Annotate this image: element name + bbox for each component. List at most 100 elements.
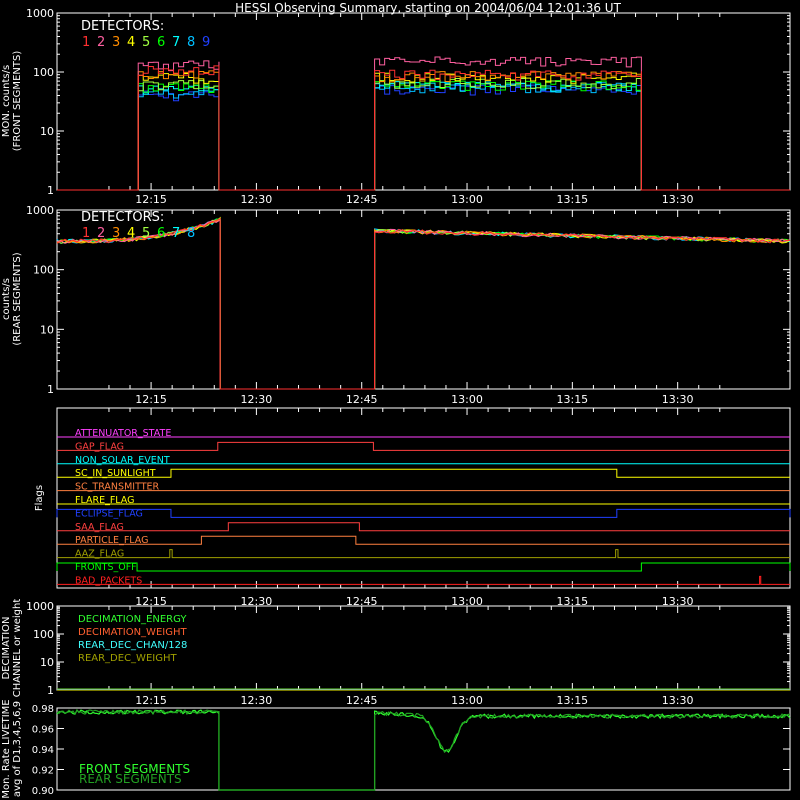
front-detector-series-5: [57, 77, 790, 191]
y-tick-label: 10: [40, 323, 54, 336]
front-legend-item: 8: [187, 35, 195, 50]
x-tick-label: 13:15: [556, 193, 588, 206]
front-panel-frame: [56, 12, 791, 191]
figure-title: HESSI Observing Summary, starting on 200…: [235, 1, 621, 15]
front-detector-series-3: [57, 70, 790, 191]
y-tick-label: 0.90: [32, 786, 54, 797]
flags-axis-label: Flags: [34, 485, 45, 511]
flag-line-particle-flag: [57, 535, 790, 545]
front-detector-series-9: [57, 84, 790, 191]
flag-label: SC_TRANSMITTER: [75, 482, 160, 493]
front-legend-item: 6: [157, 35, 165, 50]
front-legend-item: 5: [142, 35, 150, 50]
flag-label: FLARE_FLAG: [75, 495, 135, 506]
y-axis-label: CHANNEL or weight: [12, 599, 23, 698]
front-detector-series-2: [57, 56, 790, 191]
decimation-legend-item: REAR_DEC_WEIGHT: [78, 653, 177, 664]
x-tick-label: 12:15: [135, 193, 167, 206]
y-axis-label: MON. counts/s: [1, 65, 12, 137]
rear-detector-series-8: [56, 218, 791, 390]
flag-line-saa-flag: [57, 522, 790, 532]
flags-panel-frame: [56, 407, 791, 589]
livetime-legend-item: FRONT SEGMENTS: [79, 762, 190, 776]
decimation-legend-item: DECIMATION_ENERGY: [78, 614, 187, 625]
rear-legend-item: 2: [97, 226, 105, 241]
y-tick-label: 1000: [26, 204, 54, 217]
x-tick-label: 12:15: [135, 595, 167, 608]
livetime-legend-item: REAR SEGMENTS: [79, 772, 182, 786]
rear-detector-series-1: [56, 217, 791, 390]
flag-label: ATTENUATOR_STATE: [75, 428, 171, 439]
y-tick-label: 0.92: [32, 766, 54, 777]
flag-line-bad-packets: [57, 575, 790, 585]
y-tick-label: 1: [47, 684, 54, 697]
y-tick-label: 0.96: [32, 725, 54, 736]
x-tick-label: 13:30: [662, 694, 694, 707]
rear-panel-frame: [56, 209, 791, 390]
flag-label: FRONTS_OFF: [75, 562, 137, 573]
rear-detector-series-2: [56, 219, 791, 390]
flag-line-sc-in-sunlight: [57, 468, 790, 478]
y-tick-label: 10: [40, 656, 54, 669]
rear-legend-item: 3: [112, 226, 120, 241]
front-legend-item: 1: [82, 35, 90, 50]
x-tick-label: 13:15: [556, 393, 588, 406]
flag-line-eclipse-flag: [56, 508, 791, 518]
x-tick-label: 13:00: [451, 393, 483, 406]
rear-legend-item: 6: [157, 226, 165, 241]
rear-detector-series-5: [56, 219, 791, 390]
x-tick-label: 12:30: [241, 393, 273, 406]
flag-line-gap-flag: [57, 441, 790, 451]
flag-label: GAP_FLAG: [75, 441, 124, 452]
x-tick-label: 13:15: [556, 595, 588, 608]
x-tick-label: 12:15: [135, 694, 167, 707]
flag-label: AAZ_FLAG: [75, 549, 124, 560]
y-tick-label: 0.94: [32, 745, 54, 756]
rear-detector-series-6: [56, 217, 791, 390]
livetime-rear-series: [56, 709, 791, 791]
front-legend-item: 9: [202, 35, 210, 50]
y-axis-label: (REAR SEGMENTS): [12, 252, 23, 345]
x-tick-label: 12:45: [346, 193, 378, 206]
front-detector-series-1: [57, 65, 790, 191]
y-axis-label: DECIMATION: [1, 616, 12, 679]
y-tick-label: 100: [33, 264, 54, 277]
y-tick-label: 1: [47, 383, 54, 396]
flag-label: PARTICLE_FLAG: [75, 535, 148, 546]
front-detector-series-8: [57, 82, 790, 191]
y-tick-label: 1: [47, 184, 54, 197]
decimation-legend-item: DECIMATION_WEIGHT: [78, 627, 187, 638]
front-legend-item: 7: [172, 35, 180, 50]
flag-label: SC_IN_SUNLIGHT: [75, 468, 156, 479]
x-tick-label: 13:00: [451, 694, 483, 707]
y-tick-label: 1000: [26, 7, 54, 20]
front-legend-item: 3: [112, 35, 120, 50]
flag-line-fronts-off: [56, 562, 791, 572]
rear-legend-item: 4: [127, 226, 135, 241]
rear-legend-item: 7: [172, 226, 180, 241]
x-tick-label: 12:30: [241, 193, 273, 206]
x-tick-label: 12:45: [346, 393, 378, 406]
x-tick-label: 13:00: [451, 193, 483, 206]
y-axis-label: avg of D1,3,4,5,6,9: [12, 701, 23, 797]
front-legend-title: DETECTORS:: [81, 19, 164, 34]
x-tick-label: 13:30: [662, 193, 694, 206]
x-tick-label: 12:30: [241, 694, 273, 707]
y-axis-label: (FRONT SEGMENTS): [12, 51, 23, 152]
rear-detector-series-7: [56, 218, 791, 390]
y-tick-label: 1000: [26, 600, 54, 613]
y-axis-label: counts/s: [1, 278, 12, 320]
flag-line-aaz-flag: [57, 549, 790, 559]
x-tick-label: 12:30: [241, 595, 273, 608]
flag-label: ECLIPSE_FLAG: [75, 508, 143, 519]
x-tick-label: 12:45: [346, 694, 378, 707]
rear-detector-series-4: [56, 216, 791, 390]
rear-legend-item: 8: [187, 226, 195, 241]
front-legend-item: 2: [97, 35, 105, 50]
rear-legend-item: 1: [82, 226, 90, 241]
x-tick-label: 13:00: [451, 595, 483, 608]
y-axis-label: Mon. Rate LIVETIME: [1, 699, 12, 798]
flag-label: NON_SOLAR_EVENT: [75, 455, 170, 466]
